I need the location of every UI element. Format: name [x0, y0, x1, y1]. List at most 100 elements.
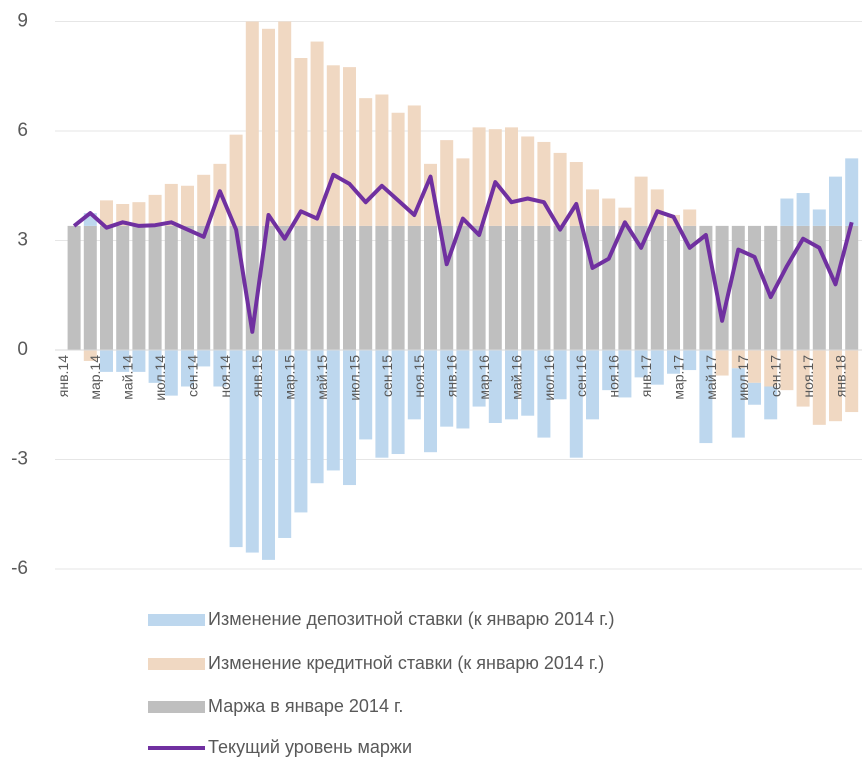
- bar: [67, 225, 81, 350]
- bar: [456, 158, 470, 226]
- bar: [391, 225, 405, 350]
- bar: [667, 350, 680, 374]
- y-tick-label: 9: [17, 11, 28, 32]
- bar: [650, 350, 664, 385]
- x-tick-label: мар.16: [476, 355, 492, 400]
- x-tick-label: июл.17: [735, 355, 751, 401]
- bar: [488, 129, 502, 226]
- bar: [829, 176, 842, 226]
- x-tick-label: июл.14: [152, 355, 168, 401]
- x-tick-label: мар.14: [87, 355, 103, 400]
- bar: [586, 189, 599, 226]
- bar: [472, 350, 486, 407]
- legend-swatch: [148, 701, 205, 713]
- bar: [375, 94, 389, 226]
- bar: [424, 350, 437, 453]
- bar: [586, 350, 599, 420]
- bar: [164, 350, 178, 396]
- bar: [278, 350, 292, 538]
- x-tick-label: сен.15: [379, 355, 395, 397]
- bar: [116, 350, 130, 372]
- bar: [748, 382, 761, 405]
- bar: [148, 194, 162, 226]
- bar: [326, 65, 340, 226]
- bar: [845, 225, 859, 350]
- bar: [359, 225, 373, 350]
- bar: [213, 225, 227, 350]
- bar: [343, 350, 356, 486]
- bar: [359, 350, 373, 440]
- x-tick-label: ноя.17: [800, 355, 816, 398]
- bar: [164, 225, 178, 350]
- bar: [731, 368, 745, 438]
- bar: [796, 350, 810, 407]
- bar: [456, 225, 470, 350]
- bar: [391, 350, 405, 455]
- bar: [650, 225, 664, 350]
- y-tick-label: -3: [11, 449, 28, 470]
- bar: [537, 350, 551, 438]
- legend-label: Текущий уровень маржи: [208, 737, 412, 757]
- bar: [488, 350, 502, 423]
- bar: [764, 386, 778, 420]
- bar: [569, 350, 583, 458]
- bar: [116, 225, 130, 350]
- y-tick-label: 6: [17, 120, 28, 141]
- bar: [748, 350, 761, 383]
- bar: [715, 225, 729, 350]
- bar: [553, 225, 567, 350]
- bar: [829, 350, 842, 422]
- bar: [715, 350, 729, 376]
- x-tick-label: янв.18: [832, 355, 848, 397]
- bar: [440, 350, 454, 427]
- bar: [407, 105, 421, 226]
- bar: [780, 225, 794, 350]
- bar: [132, 202, 146, 226]
- bar: [553, 350, 567, 400]
- x-tick-label: янв.16: [444, 355, 460, 397]
- y-tick-label: 3: [17, 230, 28, 251]
- x-tick-label: ноя.15: [411, 355, 427, 398]
- bar: [618, 350, 632, 398]
- x-tick-label: май.16: [508, 355, 524, 400]
- bar: [278, 21, 292, 226]
- bar: [181, 225, 194, 350]
- x-tick-label: июл.16: [541, 355, 557, 401]
- bar: [181, 350, 194, 387]
- bar: [829, 225, 842, 350]
- bar: [407, 225, 421, 350]
- bar: [845, 158, 859, 226]
- bar: [100, 225, 113, 350]
- bar: [634, 225, 648, 350]
- x-tick-label: мар.17: [670, 355, 686, 400]
- bar: [521, 350, 535, 416]
- bar: [505, 127, 518, 226]
- bar: [310, 41, 324, 226]
- legend-swatch: [148, 658, 205, 670]
- bar: [343, 67, 356, 226]
- bar: [100, 200, 113, 226]
- bar: [731, 350, 745, 369]
- x-tick-label: сен.14: [184, 355, 200, 397]
- bar: [780, 198, 794, 226]
- bar: [310, 350, 324, 484]
- bar: [262, 28, 275, 226]
- bar: [537, 225, 551, 350]
- bar: [764, 350, 778, 387]
- bar: [505, 225, 518, 350]
- bar: [262, 350, 275, 560]
- bar: [602, 225, 616, 350]
- bar: [796, 193, 810, 226]
- bar: [310, 225, 324, 350]
- x-tick-label: май.15: [314, 355, 330, 400]
- bar: [780, 350, 794, 391]
- bar: [618, 225, 632, 350]
- bar: [634, 350, 648, 378]
- bar: [229, 134, 243, 226]
- y-tick-label: 0: [17, 339, 28, 360]
- bar: [683, 225, 697, 350]
- bar: [197, 225, 211, 350]
- bar: [796, 225, 810, 350]
- bar: [569, 225, 583, 350]
